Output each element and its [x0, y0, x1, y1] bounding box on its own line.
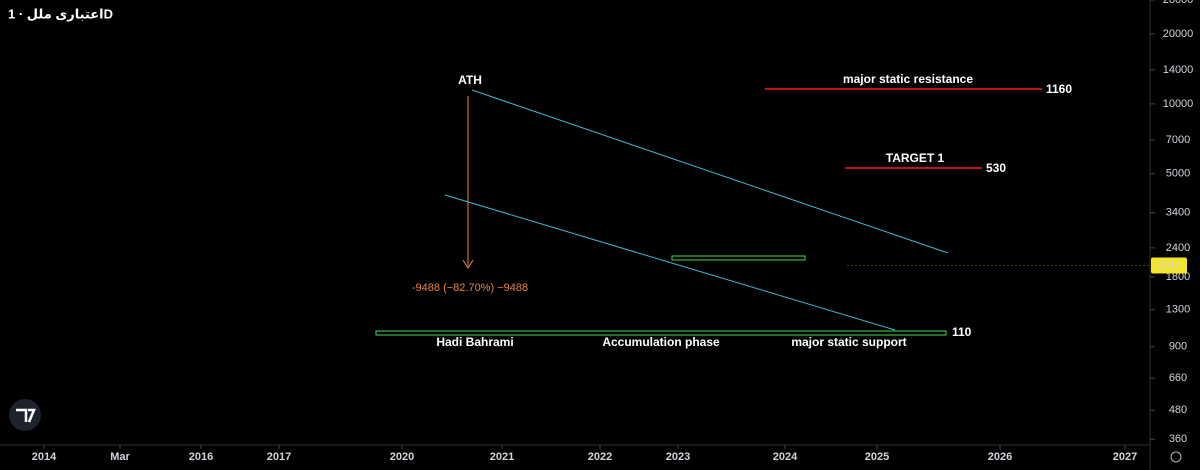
x-tick-label: 2021: [490, 451, 514, 463]
logo-mark: [16, 408, 36, 423]
drop-label: -9488 (−82.70%) −9488: [412, 282, 528, 294]
chart-title: اعتباری ملل · 1D: [8, 6, 113, 21]
channel-lower: [444, 194, 896, 331]
y-tick-label: 3400: [1166, 207, 1190, 219]
x-tick-label: 2022: [588, 451, 612, 463]
y-tick-label: 28000: [1163, 0, 1194, 6]
ath-label: ATH: [458, 73, 482, 87]
y-tick-label: 10000: [1163, 98, 1194, 110]
target-value: 530: [986, 161, 1006, 175]
y-tick-label: 7000: [1166, 134, 1190, 146]
x-tick-label: 2017: [267, 451, 291, 463]
support-label: major static support: [791, 335, 906, 349]
x-tick-label: 2026: [988, 451, 1012, 463]
drop-arrowhead: [462, 259, 474, 269]
y-tick-label: 2400: [1166, 242, 1190, 254]
settings-icon[interactable]: [1170, 451, 1182, 463]
x-tick-label: 2023: [666, 451, 690, 463]
phase-label: Accumulation phase: [602, 335, 720, 349]
x-tick-label: Mar: [110, 451, 130, 463]
x-tick-label: 2027: [1113, 451, 1137, 463]
last-price-label: 2014: [1157, 259, 1181, 271]
resistance-label: major static resistance: [843, 72, 973, 86]
last-price-tag: [1151, 257, 1187, 274]
y-tick-label: 1800: [1166, 271, 1190, 283]
y-tick-label: 660: [1169, 372, 1187, 384]
resistance-value: 1160: [1046, 82, 1072, 96]
target-label: TARGET 1: [886, 151, 945, 165]
support-zone: [375, 330, 947, 336]
support-value: 110: [952, 325, 972, 339]
x-tick-label: 2020: [390, 451, 414, 463]
y-tick-label: 360: [1169, 433, 1187, 445]
x-tick-label: 2024: [773, 451, 798, 463]
x-tick-label: 2014: [32, 451, 57, 463]
channel-upper: [471, 89, 949, 254]
y-tick-label: 5000: [1166, 168, 1190, 180]
x-tick-label: 2025: [865, 451, 889, 463]
y-tick-label: 1300: [1166, 304, 1190, 316]
neckline-zone: [671, 255, 806, 261]
x-tick-label: 2016: [189, 451, 213, 463]
y-tick-label: 14000: [1163, 64, 1194, 76]
y-tick-label: 900: [1169, 341, 1187, 353]
author-label: Hadi Bahrami: [436, 335, 513, 349]
y-tick-label: 20000: [1163, 28, 1194, 40]
y-tick-label: 480: [1169, 404, 1187, 416]
